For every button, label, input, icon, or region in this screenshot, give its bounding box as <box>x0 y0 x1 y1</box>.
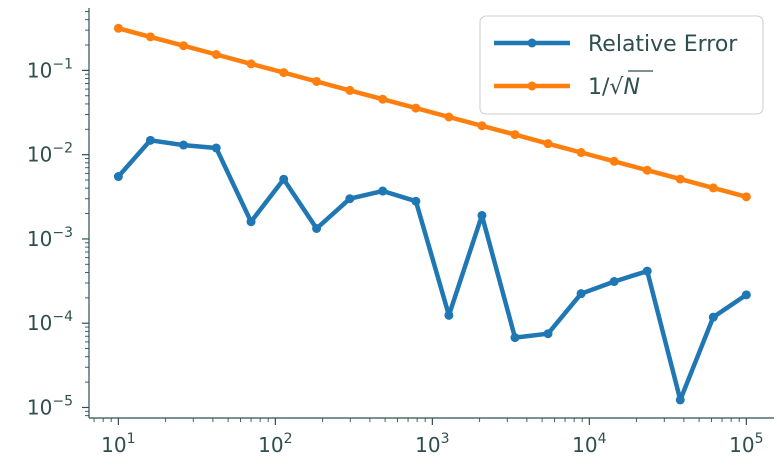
data-point-relative-error <box>741 290 751 300</box>
data-point-relative-error <box>145 135 155 145</box>
data-point-inverse-sqrt-n <box>543 139 553 149</box>
sqrt-radical-sign: √ <box>609 75 624 100</box>
y-tick-label: 10−5 <box>27 393 73 419</box>
data-point-inverse-sqrt-n <box>510 130 520 140</box>
data-point-relative-error <box>211 143 221 153</box>
data-point-relative-error <box>477 210 487 220</box>
legend-marker-inverse-sqrt-n <box>527 81 537 91</box>
series-line-inverse-sqrt-n <box>116 26 749 200</box>
data-point-inverse-sqrt-n <box>211 50 221 60</box>
data-point-inverse-sqrt-n <box>411 103 421 113</box>
data-point-relative-error <box>179 140 189 150</box>
legend-entry-relative-error: Relative Error <box>494 32 738 57</box>
data-point-inverse-sqrt-n <box>145 32 155 42</box>
data-point-relative-error <box>708 312 718 322</box>
legend-label-variable: N <box>623 75 639 100</box>
data-point-relative-error <box>642 266 652 276</box>
data-point-inverse-sqrt-n <box>609 156 619 166</box>
y-tick-label: 10−2 <box>27 141 73 167</box>
y-tick-label: 10−3 <box>27 225 73 251</box>
axis-tick-labels: 101 102 103 104 105 10−1 10−2 10−3 10−4 10−5 <box>27 56 764 457</box>
data-point-relative-error <box>510 333 520 343</box>
data-point-inverse-sqrt-n <box>113 23 123 33</box>
legend-box <box>479 15 764 115</box>
data-point-relative-error <box>609 277 619 287</box>
plot-area: 101 102 103 104 105 10−1 10−2 10−3 10−4 10−5 <box>27 8 774 457</box>
y-tick-label: 10−1 <box>27 56 73 82</box>
x-tick-label: 101 <box>101 431 135 457</box>
data-point-inverse-sqrt-n <box>477 121 487 131</box>
data-point-relative-error <box>543 329 553 339</box>
data-point-inverse-sqrt-n <box>708 183 718 193</box>
data-point-inverse-sqrt-n <box>576 148 586 158</box>
x-tick-label: 102 <box>258 431 292 457</box>
data-point-relative-error <box>444 310 454 320</box>
data-point-relative-error <box>576 289 586 299</box>
legend-marker-relative-error <box>527 38 537 48</box>
data-point-inverse-sqrt-n <box>312 76 322 86</box>
x-tick-label: 103 <box>415 431 449 457</box>
data-point-inverse-sqrt-n <box>642 165 652 175</box>
data-point-relative-error <box>246 217 256 227</box>
data-point-inverse-sqrt-n <box>279 68 289 78</box>
data-point-inverse-sqrt-n <box>378 94 388 104</box>
series-line-relative-error <box>116 138 749 403</box>
legend-label-prefix: 1/ <box>588 75 610 100</box>
legend-label-inverse-sqrt-n: 1/√N <box>588 75 640 100</box>
legend: Relative Error 1/√N <box>479 15 764 115</box>
data-point-inverse-sqrt-n <box>246 59 256 69</box>
axis-ticks <box>82 11 747 425</box>
x-tick-label: 105 <box>729 431 763 457</box>
x-tick-label: 104 <box>572 431 606 457</box>
legend-label-relative-error: Relative Error <box>588 32 738 57</box>
data-point-inverse-sqrt-n <box>675 174 685 184</box>
data-point-inverse-sqrt-n <box>741 192 751 202</box>
y-tick-label: 10−4 <box>27 309 73 335</box>
data-point-relative-error <box>113 172 123 182</box>
data-point-inverse-sqrt-n <box>444 112 454 122</box>
series-layer <box>113 23 751 405</box>
data-point-relative-error <box>279 174 289 184</box>
data-point-inverse-sqrt-n <box>179 41 189 51</box>
data-point-inverse-sqrt-n <box>345 85 355 95</box>
data-point-relative-error <box>312 223 322 233</box>
data-point-relative-error <box>675 395 685 405</box>
data-point-relative-error <box>378 186 388 196</box>
legend-entry-inverse-sqrt-n: 1/√N <box>494 70 653 100</box>
data-point-relative-error <box>411 196 421 206</box>
data-point-relative-error <box>345 194 355 204</box>
